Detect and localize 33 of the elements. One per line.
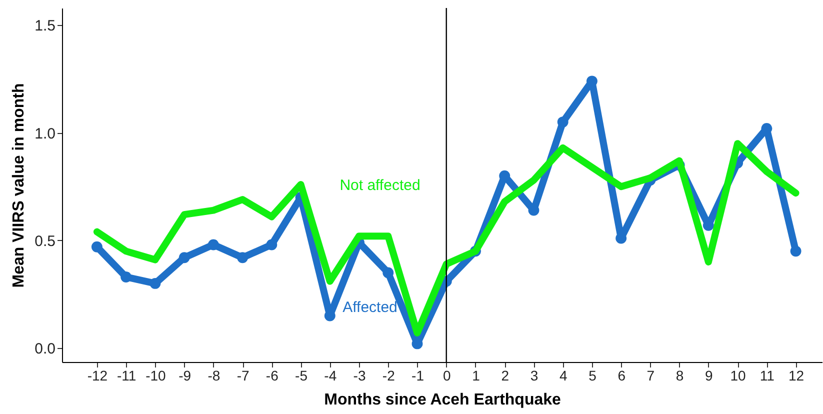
x-tick-label: 11: [760, 368, 775, 384]
x-tick-label: 6: [618, 368, 626, 384]
series-label: Affected: [342, 299, 398, 316]
x-tick-label: -4: [324, 368, 337, 384]
x-tick-label: 8: [676, 368, 684, 384]
x-tick-label: 7: [646, 368, 655, 384]
x-tick-label: -11: [116, 368, 136, 384]
x-tick-label: 3: [530, 368, 538, 384]
x-tick-label: 10: [730, 368, 746, 384]
x-tick-label: -7: [236, 368, 250, 384]
x-tick-label: -6: [266, 368, 279, 384]
x-tick-label: -5: [295, 368, 308, 384]
y-tick-label: 0.5: [34, 232, 56, 250]
x-axis-title: Months since Aceh Earthquake: [324, 392, 561, 408]
x-tick-label: 5: [588, 368, 597, 384]
y-axis-title: Mean VIIRS value in month: [10, 83, 28, 288]
y-tick-label: 1.0: [34, 125, 56, 142]
x-tick-label: 2: [501, 368, 510, 384]
text: Not affected: [340, 177, 420, 194]
x-tick-label: 12: [788, 368, 804, 384]
x-tick-label: -12: [87, 368, 108, 384]
x-tick-label: -10: [146, 368, 166, 384]
x-tick-label: -9: [178, 368, 192, 384]
x-tick-label: -3: [353, 368, 366, 384]
x-tick-label: 1: [472, 368, 480, 384]
x-tick-label: 9: [705, 368, 714, 384]
y-tick-label: 0.0: [34, 340, 56, 358]
x-tick-label: -8: [208, 368, 220, 384]
y-tick-label: 1.5: [34, 18, 56, 35]
x-tick-label: 4: [559, 368, 568, 384]
x-tick-label: -2: [382, 368, 396, 384]
x-tick-label: 0: [442, 368, 451, 384]
x-tick-label: -1: [412, 368, 424, 384]
